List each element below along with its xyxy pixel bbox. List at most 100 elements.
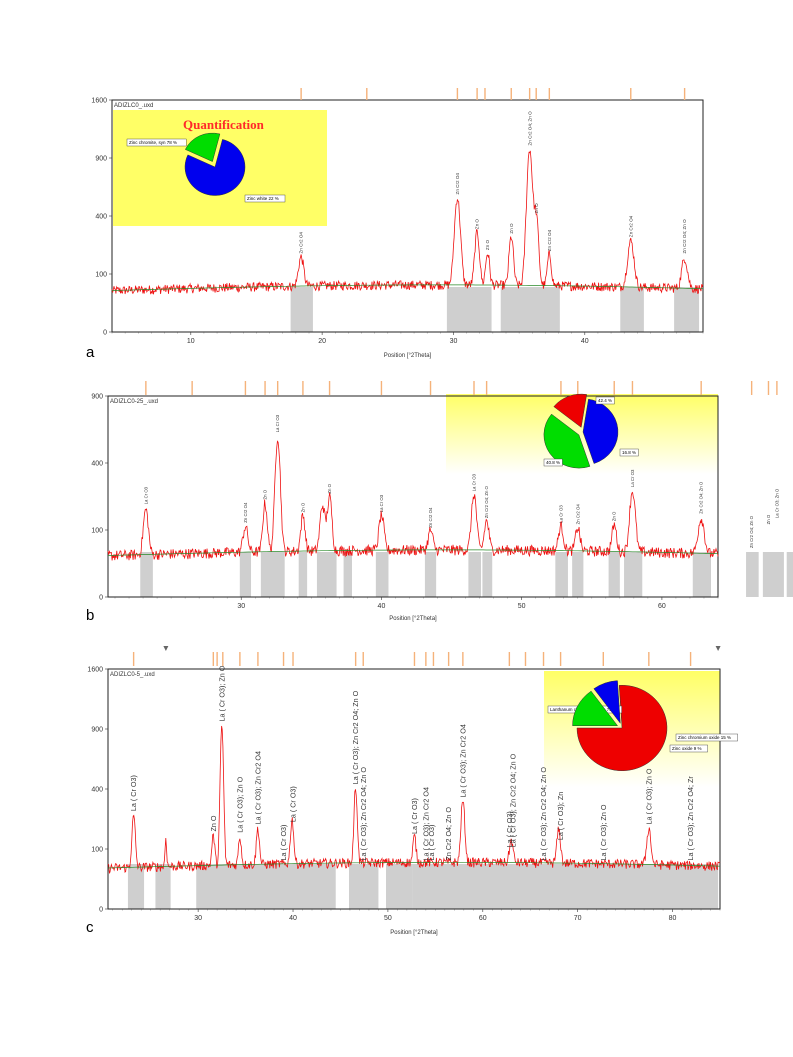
pie-label-box bbox=[669, 744, 708, 753]
peak-label: Zn Cr2 O4; Zn O bbox=[682, 219, 687, 254]
y-tick-label: 900 bbox=[91, 394, 103, 401]
y-tick-label: 400 bbox=[91, 461, 103, 468]
quantification-title: Quantification bbox=[183, 117, 265, 132]
peak-label: Zn O bbox=[612, 511, 617, 521]
y-tick-label: 900 bbox=[95, 156, 107, 163]
peak-label: Zn O bbox=[509, 223, 514, 234]
shaded-region bbox=[343, 552, 352, 597]
x-axis-title: Position [°2Theta] bbox=[390, 930, 438, 936]
x-tick-label: 10 bbox=[187, 338, 195, 345]
shaded-region bbox=[412, 864, 719, 909]
shaded-region bbox=[608, 552, 620, 597]
pie-slice bbox=[184, 132, 221, 162]
file-name: ADIZLC0_.uxd bbox=[114, 103, 153, 109]
peak-label: Zn O bbox=[475, 219, 480, 230]
y-tick-label: 900 bbox=[91, 727, 103, 734]
y-tick-label: 1600 bbox=[87, 667, 103, 674]
shaded-region bbox=[290, 287, 313, 332]
shaded-region bbox=[349, 864, 379, 909]
peak-label: La ( Cr O3) bbox=[505, 811, 514, 847]
peak-label: Zn Cr2 O4 bbox=[299, 232, 304, 254]
y-tick-label: 100 bbox=[95, 272, 107, 279]
peak-label: La Cr O3 bbox=[143, 486, 148, 504]
x-tick-label: 40 bbox=[289, 915, 297, 922]
shaded-region bbox=[572, 552, 584, 597]
y-tick-label: 0 bbox=[103, 330, 107, 337]
diffraction-pattern bbox=[111, 150, 704, 295]
shaded-region bbox=[468, 552, 482, 597]
pie-label: Zinc chromium oxide 15 % bbox=[678, 735, 731, 740]
peak-label: Zn Cr2 O4 bbox=[455, 173, 460, 195]
pie-label: 40.8 % bbox=[546, 460, 560, 465]
y-tick-label: 1600 bbox=[91, 98, 107, 105]
peak-label: La ( Cr O3); Zn Cr2 O4; Zn O bbox=[539, 767, 548, 861]
y-tick-label: 0 bbox=[99, 907, 103, 914]
pie-label: Zinc white 22 % bbox=[247, 196, 279, 201]
plot-frame bbox=[107, 395, 719, 598]
x-tick-label: 30 bbox=[194, 915, 202, 922]
peak-label: La ( Cr O3) bbox=[289, 786, 298, 822]
peak-label: La ( Cr O3); Zn bbox=[556, 792, 565, 840]
pie-slice bbox=[572, 690, 619, 726]
shaded-region bbox=[624, 552, 643, 597]
y-tick-label: 100 bbox=[91, 528, 103, 535]
shaded-region bbox=[424, 552, 437, 597]
peak-label: La ( Cr O3) bbox=[427, 825, 436, 861]
x-tick-label: 50 bbox=[518, 603, 526, 610]
pie-label-box bbox=[595, 396, 615, 405]
background-fit-curve bbox=[111, 284, 703, 291]
pie-slice bbox=[553, 393, 587, 428]
peak-label: La ( Cr O3); Zn Cr2 O4; Zn O bbox=[509, 753, 518, 847]
peak-label: La ( Cr O3); Zn Cr2 O4 bbox=[458, 724, 467, 798]
peak-label: La ( Cr O3) bbox=[410, 798, 419, 834]
x-tick-label: 40 bbox=[581, 338, 589, 345]
peak-label: La ( Cr O3); Zn Cr2 O4; Zr bbox=[686, 776, 695, 861]
shaded-region bbox=[446, 287, 492, 332]
x-tick-label: 30 bbox=[237, 603, 245, 610]
peak-label: Zn O bbox=[209, 815, 218, 831]
marker-triangle bbox=[163, 646, 169, 651]
shaded-region bbox=[555, 552, 568, 597]
peak-label: La ( Cr O3); Zn O bbox=[217, 665, 226, 721]
x-tick-label: 70 bbox=[574, 915, 582, 922]
peak-label: La Cr O3 bbox=[558, 505, 563, 523]
diffraction-pattern bbox=[107, 725, 721, 874]
shaded-region bbox=[482, 552, 493, 597]
y-tick-label: 100 bbox=[91, 847, 103, 854]
peak-label: La ( Cr O3); Zn Cr2 O4 bbox=[421, 787, 430, 861]
marker-triangle bbox=[715, 646, 721, 651]
peak-label: Zn O bbox=[327, 483, 332, 493]
shaded-region bbox=[786, 552, 793, 597]
pie-label-box bbox=[244, 194, 286, 203]
pie-slice bbox=[593, 680, 621, 725]
peak-label: La ( Cr O3); Zn Cr2 O4 bbox=[253, 751, 262, 825]
peak-label: La ( Cr O3); Zn O bbox=[235, 776, 244, 832]
x-tick-label: 50 bbox=[384, 915, 392, 922]
x-tick-label: 40 bbox=[378, 603, 386, 610]
peak-label: Zn Cr2 O4; Zn O bbox=[749, 515, 754, 548]
panel-b: ADIZLC0-25_.uxd 0 100 400 900 30 40 50 60 Positio… bbox=[86, 381, 793, 624]
peak-label: La Cr O3 bbox=[379, 494, 384, 512]
peak-label: Zn Cr2 O4; Zn O bbox=[444, 807, 453, 861]
peak-label: Zn O bbox=[263, 489, 268, 499]
panel-letter: b bbox=[86, 607, 94, 624]
shaded-region bbox=[674, 287, 700, 332]
pie-slice bbox=[543, 413, 591, 469]
background-fit-curve bbox=[107, 861, 721, 869]
shaded-region bbox=[127, 864, 145, 909]
file-name: ADIZLC0-25_.uxd bbox=[110, 399, 158, 405]
pie-label-box bbox=[126, 138, 187, 147]
pie-slice bbox=[576, 685, 668, 771]
pie-label-box bbox=[675, 733, 738, 742]
shaded-region bbox=[620, 287, 644, 332]
panel-a: ADIZLC0_.uxd 0 100 400 900 1600 10 20 30 40 Positi… bbox=[86, 88, 704, 361]
peak-label: La ( Cr O3); Zn Cr2 O4; Zn O bbox=[351, 690, 360, 784]
peak-label: La Cr O3 bbox=[630, 469, 635, 487]
shaded-region bbox=[500, 287, 560, 332]
file-name: ADIZLC0-5_.uxd bbox=[110, 672, 155, 678]
x-tick-label: 60 bbox=[658, 603, 666, 610]
x-axis-title: Position [°2Theta] bbox=[384, 353, 432, 359]
panel-c: ADIZLC0-5_.uxd 0 100 400 900 1600 30 40 50 60 70 80… bbox=[86, 646, 738, 936]
peak-label: La Cr O3 bbox=[275, 414, 280, 432]
